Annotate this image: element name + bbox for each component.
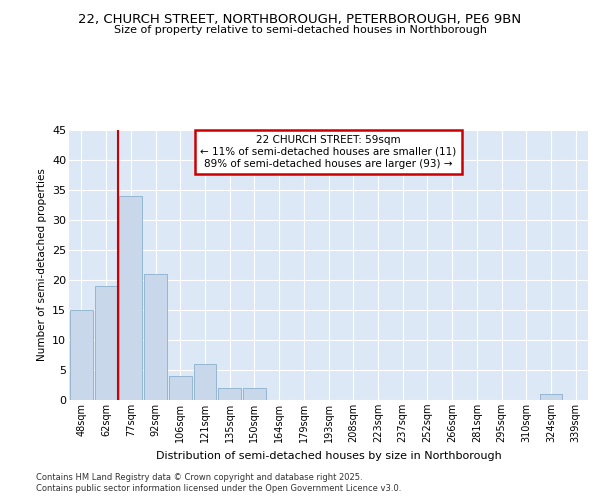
Bar [169, 376, 191, 400]
Bar [539, 394, 562, 400]
Text: Contains public sector information licensed under the Open Government Licence v3: Contains public sector information licen… [36, 484, 401, 493]
Text: Size of property relative to semi-detached houses in Northborough: Size of property relative to semi-detach… [113, 25, 487, 35]
Bar [95, 286, 118, 400]
X-axis label: Distribution of semi-detached houses by size in Northborough: Distribution of semi-detached houses by … [155, 450, 502, 460]
Bar [243, 388, 266, 400]
Bar [194, 364, 216, 400]
Bar [144, 274, 167, 400]
Y-axis label: Number of semi-detached properties: Number of semi-detached properties [37, 168, 47, 362]
Text: 22 CHURCH STREET: 59sqm
← 11% of semi-detached houses are smaller (11)
89% of se: 22 CHURCH STREET: 59sqm ← 11% of semi-de… [200, 136, 457, 168]
Bar [70, 310, 93, 400]
Text: 22, CHURCH STREET, NORTHBOROUGH, PETERBOROUGH, PE6 9BN: 22, CHURCH STREET, NORTHBOROUGH, PETERBO… [79, 12, 521, 26]
Bar [218, 388, 241, 400]
Bar [119, 196, 142, 400]
Text: Contains HM Land Registry data © Crown copyright and database right 2025.: Contains HM Land Registry data © Crown c… [36, 472, 362, 482]
